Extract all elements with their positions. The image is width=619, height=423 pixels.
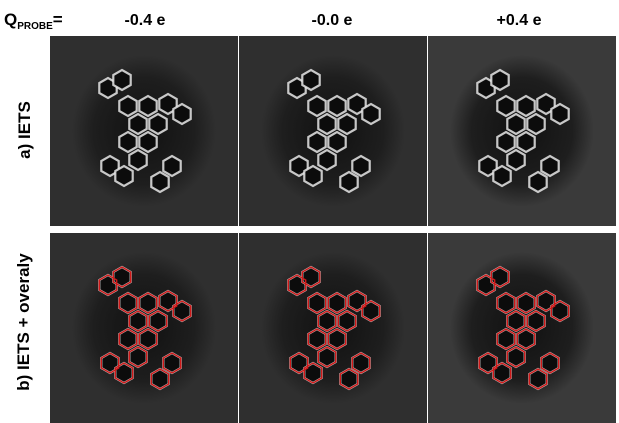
panel-a-neg xyxy=(50,36,238,226)
iets-overlay-image xyxy=(50,233,238,423)
probe-charge-label: QPROBE= xyxy=(4,10,63,32)
iets-overlay-image xyxy=(239,233,427,423)
iets-image xyxy=(428,36,616,226)
iets-image xyxy=(239,36,427,226)
panel-b-neg xyxy=(50,233,238,423)
row-label-iets-overlay: b) IETS + overaly xyxy=(14,253,33,391)
column-header-pos: +0.4 e xyxy=(496,12,542,29)
row-label-iets: a) IETS xyxy=(15,101,34,159)
iets-image xyxy=(50,36,238,226)
panel-a-pos xyxy=(428,36,616,226)
column-header-zero: -0.0 e xyxy=(311,12,353,29)
iets-overlay-image xyxy=(428,233,616,423)
panel-b-pos xyxy=(428,233,616,423)
column-header-neg: -0.4 e xyxy=(124,12,166,29)
panel-a-zero xyxy=(239,36,427,226)
panel-b-zero xyxy=(239,233,427,423)
